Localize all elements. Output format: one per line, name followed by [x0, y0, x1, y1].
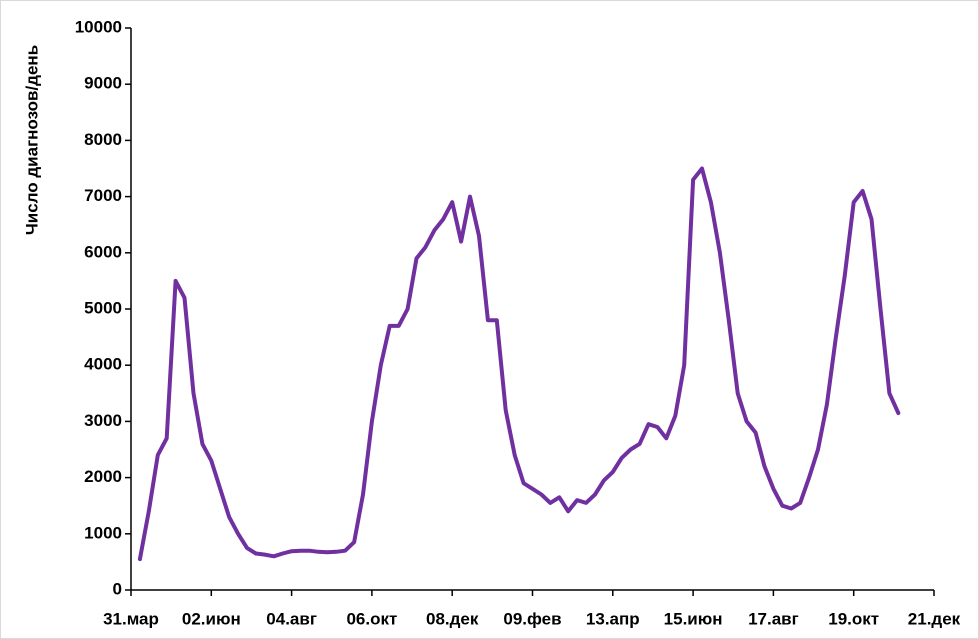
- y-tick-label: 6000: [84, 242, 122, 261]
- x-tick-label: 08.дек: [426, 609, 479, 628]
- y-tick-label: 8000: [84, 130, 122, 149]
- y-tick-label: 2000: [84, 467, 122, 486]
- y-axis-label: Число диагнозов/день: [22, 45, 41, 235]
- y-tick-label: 5000: [84, 298, 122, 317]
- x-tick-label: 21.дек: [908, 609, 961, 628]
- x-tick-label: 15.июн: [664, 609, 723, 628]
- x-tick-label: 17.авг: [748, 609, 799, 628]
- y-tick-label: 0: [113, 579, 122, 598]
- line-series: [137, 166, 901, 562]
- x-tick-label: 31.мар: [103, 609, 159, 628]
- y-tick-label: 4000: [84, 355, 122, 374]
- x-tick-label: 13.апр: [586, 609, 640, 628]
- x-tick-label: 04.авг: [266, 609, 317, 628]
- x-tick-label: 06.окт: [346, 609, 397, 628]
- y-tick-label: 10000: [75, 17, 122, 36]
- x-tick-label: 09.фев: [503, 609, 561, 628]
- y-tick-label: 3000: [84, 411, 122, 430]
- x-tick-label: 02.июн: [182, 609, 241, 628]
- y-tick-label: 7000: [84, 186, 122, 205]
- y-tick-label: 9000: [84, 74, 122, 93]
- x-tick-label: 19.окт: [828, 609, 879, 628]
- y-tick-label: 1000: [84, 523, 122, 542]
